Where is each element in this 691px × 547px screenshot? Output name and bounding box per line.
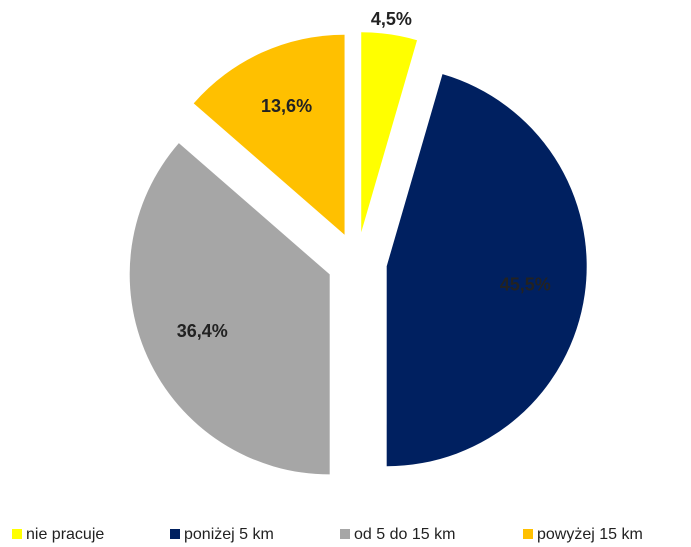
legend-swatch <box>523 529 533 539</box>
legend-label: poniżej 5 km <box>184 526 274 543</box>
legend-swatch <box>340 529 350 539</box>
data-label: 45,5% <box>500 275 551 295</box>
legend-swatch <box>12 529 22 539</box>
legend-label: od 5 do 15 km <box>354 526 455 543</box>
pie-slice <box>361 32 418 233</box>
pie-slice <box>193 34 345 235</box>
legend-label: nie pracuje <box>26 526 104 543</box>
legend-swatch <box>170 529 180 539</box>
data-label: 36,4% <box>177 321 228 341</box>
legend-label: powyżej 15 km <box>537 526 643 543</box>
pie-slice <box>129 143 330 475</box>
pie-slice <box>386 74 587 467</box>
data-label: 13,6% <box>261 96 312 116</box>
data-label: 4,5% <box>371 9 412 29</box>
